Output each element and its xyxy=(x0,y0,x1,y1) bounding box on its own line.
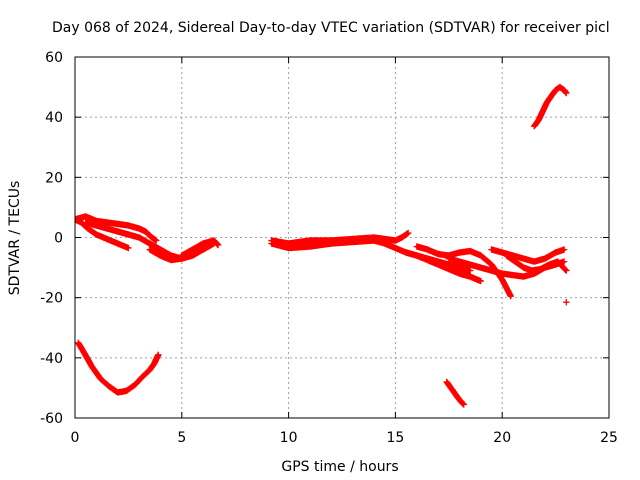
series-markers xyxy=(402,249,484,285)
series-markers xyxy=(531,83,570,130)
series-markers xyxy=(75,213,160,244)
series-markers xyxy=(563,299,570,306)
x-tick-label: 0 xyxy=(71,430,80,446)
x-axis-label: GPS time / hours xyxy=(281,459,398,475)
series-evening-cluster xyxy=(488,246,568,265)
y-tick-label: 20 xyxy=(45,170,63,186)
y-tick-label: -60 xyxy=(40,411,63,427)
series-morning-band-lower xyxy=(82,219,185,262)
data-points xyxy=(75,83,570,408)
series-morning-dip-loop xyxy=(146,240,217,264)
y-axis-label: SDTVAR / TECUs xyxy=(7,181,23,296)
x-tick-label: 10 xyxy=(280,430,298,446)
series-markers xyxy=(443,378,467,408)
series-early-positive-arc xyxy=(75,216,132,252)
series-negative-bowl xyxy=(75,339,162,396)
axis-ticks: 0 5 10 15 20 25 -60 -40 -20 0 20 40 60 xyxy=(40,50,618,446)
x-tick-label: 20 xyxy=(493,430,511,446)
y-tick-label: 40 xyxy=(45,110,63,126)
chart-title: Day 068 of 2024, Sidereal Day-to-day VTE… xyxy=(52,20,610,36)
series-markers xyxy=(75,216,132,252)
series-markers xyxy=(488,246,568,265)
series-markers xyxy=(178,237,222,259)
series-morning-cluster xyxy=(178,237,222,259)
series-outlier xyxy=(563,299,570,306)
y-tick-label: 0 xyxy=(54,231,63,247)
series-markers xyxy=(75,339,162,396)
series-markers xyxy=(82,219,185,262)
x-tick-label: 15 xyxy=(386,430,404,446)
y-tick-label: -20 xyxy=(40,291,63,307)
y-tick-label: -40 xyxy=(40,351,63,367)
series-markers xyxy=(146,240,217,264)
x-tick-label: 25 xyxy=(600,430,618,446)
series-late-rise xyxy=(531,83,570,130)
series-descending-segment xyxy=(443,378,467,408)
y-tick-label: 60 xyxy=(45,50,63,66)
series-afternoon-branch-1 xyxy=(402,249,484,285)
x-tick-label: 5 xyxy=(177,430,186,446)
